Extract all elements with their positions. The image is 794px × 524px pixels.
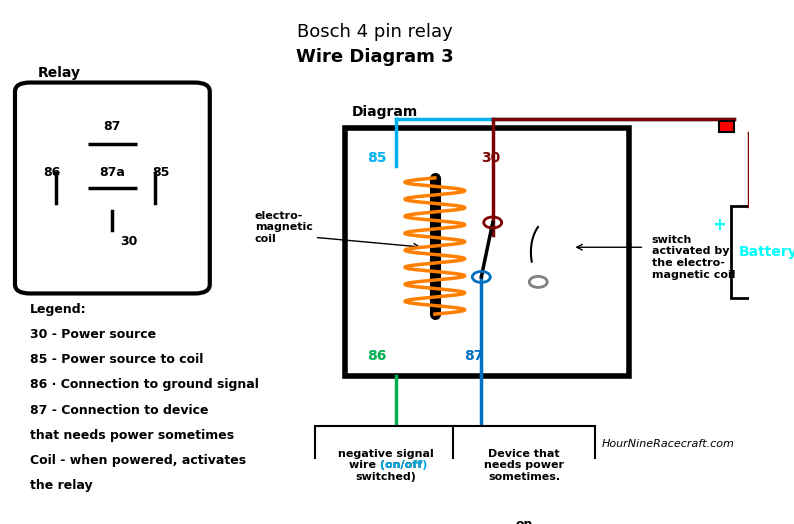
FancyBboxPatch shape xyxy=(719,121,734,132)
Text: that needs power sometimes: that needs power sometimes xyxy=(30,429,234,442)
Text: +: + xyxy=(712,216,727,234)
FancyBboxPatch shape xyxy=(453,427,596,505)
Text: Relay: Relay xyxy=(37,66,80,80)
FancyBboxPatch shape xyxy=(345,128,630,376)
Text: 30: 30 xyxy=(481,151,500,165)
Text: 86 · Connection to ground signal: 86 · Connection to ground signal xyxy=(30,378,259,391)
Text: switch
activated by
the electro-
magnetic coil: switch activated by the electro- magneti… xyxy=(652,235,735,279)
FancyBboxPatch shape xyxy=(314,427,457,505)
Text: Coil - when powered, activates: Coil - when powered, activates xyxy=(30,454,246,467)
Text: 87a: 87a xyxy=(99,166,125,179)
FancyBboxPatch shape xyxy=(15,83,210,293)
Text: 85: 85 xyxy=(368,151,387,165)
Text: 85: 85 xyxy=(152,166,170,179)
Text: HourNineRacecraft.com: HourNineRacecraft.com xyxy=(601,440,734,450)
Text: 87: 87 xyxy=(104,120,121,133)
Text: Device that
needs power
sometimes.: Device that needs power sometimes. xyxy=(484,449,564,482)
Text: 87 - Connection to device: 87 - Connection to device xyxy=(30,403,209,417)
Text: Wire Diagram 3: Wire Diagram 3 xyxy=(296,48,453,66)
Text: ​(on/off): ​(on/off) xyxy=(345,461,427,471)
Text: Diagram: Diagram xyxy=(353,105,418,119)
Text: on: on xyxy=(515,518,533,524)
Text: 30 - Power source: 30 - Power source xyxy=(30,328,156,341)
Text: negative signal
wire (on/off
switched): negative signal wire (on/off switched) xyxy=(338,449,434,482)
Text: Battery: Battery xyxy=(738,245,794,259)
Text: the relay: the relay xyxy=(30,479,93,492)
Text: Bosch 4 pin relay: Bosch 4 pin relay xyxy=(297,23,453,41)
Text: electro-
magnetic
coil: electro- magnetic coil xyxy=(255,211,313,244)
Text: 87: 87 xyxy=(464,349,484,363)
Text: 85 - Power source to coil: 85 - Power source to coil xyxy=(30,353,203,366)
Text: 86: 86 xyxy=(368,349,387,363)
FancyBboxPatch shape xyxy=(730,206,794,298)
Text: Legend:: Legend: xyxy=(30,303,87,315)
Text: 30: 30 xyxy=(121,235,138,248)
Text: 86: 86 xyxy=(43,166,60,179)
